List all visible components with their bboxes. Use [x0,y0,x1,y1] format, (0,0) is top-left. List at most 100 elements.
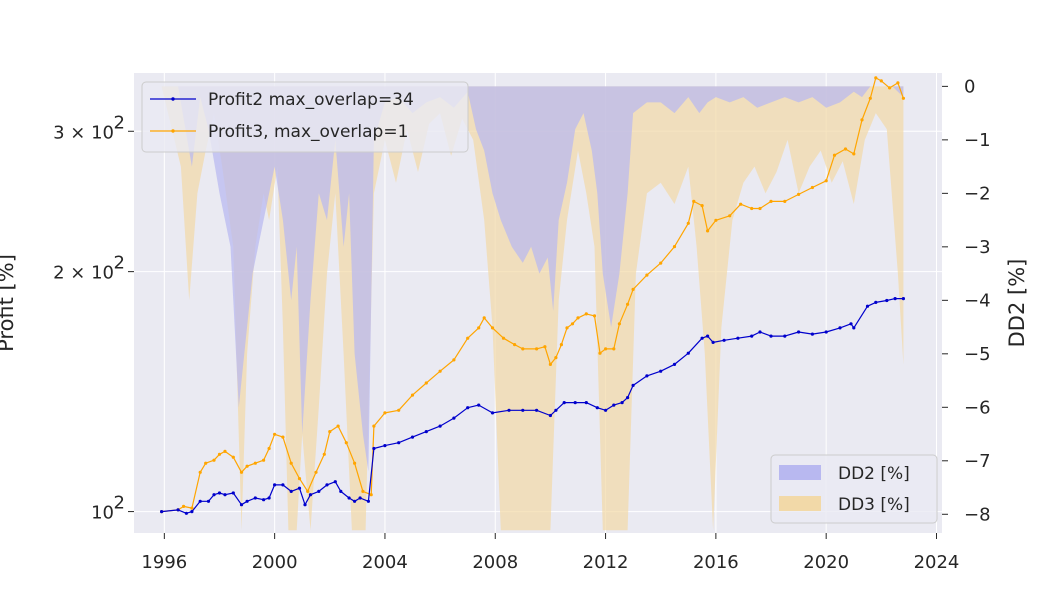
profit2-point [620,401,624,405]
profit3-point [535,347,539,351]
y-right-tick-label: −4 [964,290,991,311]
profit3-point [824,179,828,183]
y-axis-left-ticks: 10 22 × 10 23 × 10 2 [53,112,134,524]
profit3-point [700,204,704,208]
profit3-point [874,76,878,80]
profit3-point [672,245,677,249]
y-right-tick-label: −8 [964,504,991,525]
x-tick-label: 2004 [362,552,408,573]
x-tick-label: 2012 [583,552,629,573]
profit3-point [297,477,302,481]
profit3-point [438,369,442,373]
legend-top-entry-profit3: Profit3, max_overlap=1 [208,122,408,142]
y-left-tick-exponent: 2 [114,493,125,514]
profit3-point [686,221,690,225]
profit2-point [176,508,180,512]
profit2-point [631,383,635,387]
profit3-point [739,202,743,206]
profit2-point [245,499,249,503]
profit3-point [490,326,495,330]
profit2-point [358,496,362,500]
profit3-point [559,343,564,347]
profit3-point [466,336,470,340]
profit3-point [477,326,481,330]
profit2-point [893,297,897,301]
profit3-point [758,206,762,211]
profit2-point [849,322,853,326]
profit3-point [273,432,277,436]
profit3-point [584,312,588,316]
profit3-point [626,302,630,306]
y-axis-right-ticks: 0 −1 −2 −3 −4 −5 −6 −7 −8 [942,76,991,525]
legend-top-entry-profit2: Profit2 max_overlap=34 [208,90,414,110]
profit2-point [477,403,481,407]
profit3-point [860,118,864,122]
profit2-point [353,499,357,503]
profit3-point [592,314,597,318]
profit2-point [604,408,608,412]
profit3-point [714,218,718,222]
profit2-point [297,486,302,490]
profit-lines [160,76,906,515]
profit2-point [452,416,456,420]
profit3-point [212,458,216,462]
profit3-point [783,199,787,203]
profit3-point [728,214,732,218]
profit3-point [896,81,900,85]
profit2-point [184,511,188,515]
profit3-point [217,452,222,456]
profit2-point [372,446,376,451]
profit2-point [198,499,202,503]
x-tick-label: 2008 [472,552,518,573]
y-left-tick-base: 2 × 10 [53,263,114,284]
profit3-point [369,493,373,497]
profit2-point [308,493,313,497]
y-right-tick-label: −2 [964,183,991,204]
profit3-point [706,229,710,233]
profit3-point [344,441,348,445]
profit2-point [466,406,470,410]
profit3-point [501,336,506,340]
profit3-point [410,393,415,397]
x-tick-label: 2000 [252,552,298,573]
profit2-point [289,489,293,493]
profit2-point [438,424,442,428]
profit3-point [565,326,569,330]
profit2-point [706,334,710,338]
dd2-area [161,86,904,472]
profit2-point [824,330,828,334]
profit3-point [281,435,285,439]
profit2-point [347,496,351,500]
profit3-point [245,464,249,468]
profit2-point [253,496,257,500]
legend-bottom-swatch-dd2 [779,465,821,480]
profit3-point [289,461,293,465]
profit2-point [206,499,211,503]
profit3-point [482,316,486,320]
profit3-point [868,96,872,100]
profit2-point [190,510,194,514]
y-left-tick-label: 10 [91,503,114,524]
profit3-point [198,470,202,474]
x-tick-label: 2020 [803,552,849,573]
profit3-point [452,358,456,362]
profit3-point [631,287,635,291]
profit3-point [267,446,271,451]
profit2-point [769,334,773,338]
profit3-point [383,411,387,415]
profit2-point [548,413,553,418]
x-tick-label: 1996 [141,552,187,573]
profit3-point [513,343,517,347]
profit2-point [490,411,495,415]
profit2-point [700,336,704,340]
profit2-point [239,503,244,507]
profit3-point [548,362,553,366]
legend-top: Profit2 max_overlap=34 Profit3, max_over… [141,81,469,153]
profit2-point [783,334,787,338]
profit2-point [626,396,630,400]
profit2-point [797,330,801,334]
profit2-point [281,483,285,487]
profit2-point [333,480,337,484]
profit2-point [838,326,842,330]
